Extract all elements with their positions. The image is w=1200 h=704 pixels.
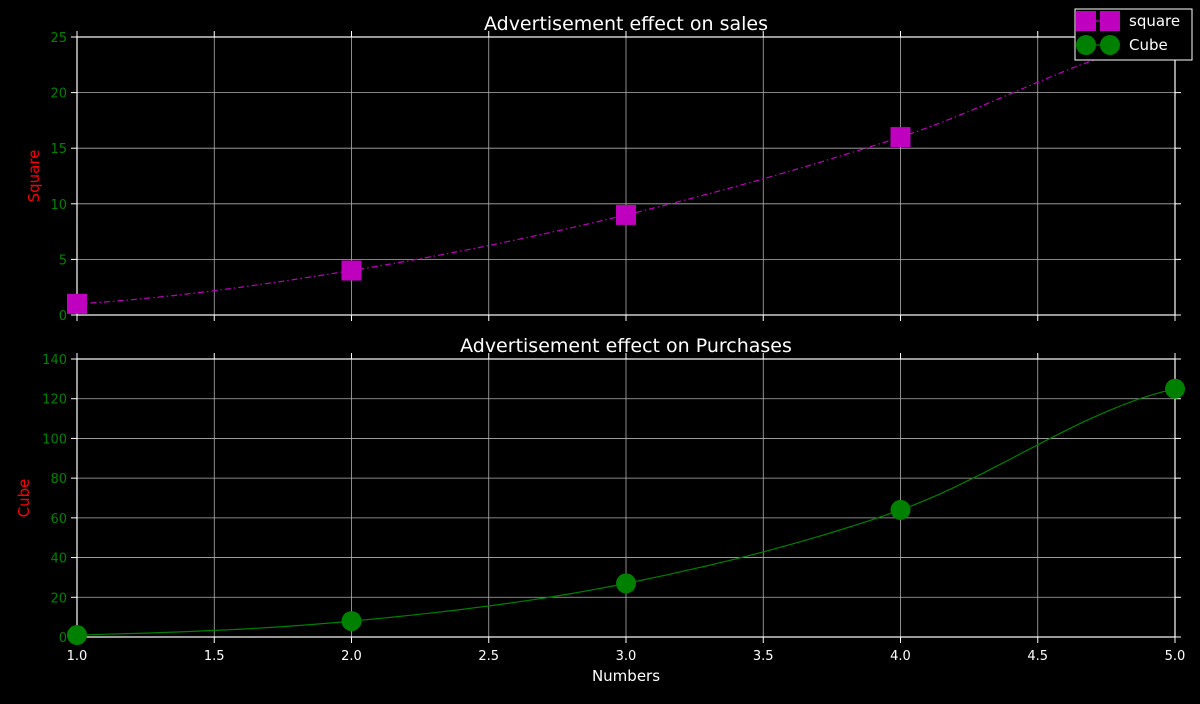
y-tick-label: 0 <box>59 309 67 324</box>
legend-label: square <box>1129 12 1180 30</box>
y-tick-label: 5 <box>59 253 67 268</box>
x-tick-label: 3.5 <box>753 649 774 664</box>
data-point-square <box>341 260 362 281</box>
y-tick-label: 0 <box>59 631 67 646</box>
y-tick-label: 140 <box>42 353 67 368</box>
y-tick-label: 20 <box>50 591 67 606</box>
legend-marker-square <box>1076 11 1096 31</box>
y-tick-label: 60 <box>50 512 67 527</box>
subplot-2: 1.0 1.5 2.0 2.5 3.0 3.5 4.0 4.5 5.0 0 20 40 60 80 100 1… <box>15 335 1185 685</box>
x-tick-label: 2.0 <box>341 649 362 664</box>
legend-handle-cube <box>1076 35 1120 55</box>
y-tick-label: 25 <box>50 31 67 46</box>
subplot-1: 0 5 10 15 20 25 Advertisement effect on sales S… <box>25 13 1185 324</box>
y-tick-label: 120 <box>42 393 67 408</box>
data-point-square <box>890 127 911 148</box>
data-point-circle <box>1165 378 1185 399</box>
y-tick-label: 100 <box>42 432 67 447</box>
legend-label: Cube <box>1129 36 1168 54</box>
legend-marker-square <box>1100 11 1120 31</box>
data-point-square <box>616 204 636 225</box>
y-tick-label: 80 <box>50 472 67 487</box>
legend-marker-circle <box>1100 35 1120 55</box>
legend: square Cube <box>1074 8 1193 61</box>
data-point-circle <box>67 625 87 646</box>
y-tick-label: 15 <box>50 142 67 157</box>
x-tick-label: 4.5 <box>1027 649 1048 664</box>
x-tick-label: 2.5 <box>478 649 499 664</box>
data-point-circle <box>890 499 911 520</box>
x-tick-label: 5.0 <box>1165 649 1186 664</box>
x-tick-label: 1.5 <box>204 649 225 664</box>
data-point-circle <box>616 573 636 594</box>
y-tick-label: 40 <box>50 552 67 567</box>
y-tick-label: 20 <box>50 87 67 102</box>
x-tick-label: 1.0 <box>67 649 88 664</box>
y-axis-label: Square <box>25 150 43 203</box>
legend-marker-circle <box>1076 35 1096 55</box>
chart-title: Advertisement effect on sales <box>484 13 768 35</box>
y-axis-label: Cube <box>15 479 33 518</box>
x-axis-label: Numbers <box>592 667 660 685</box>
y-tick-label: 10 <box>50 198 67 213</box>
data-point-square <box>67 293 87 314</box>
chart-title: Advertisement effect on Purchases <box>460 335 792 357</box>
x-tick-label: 4.0 <box>890 649 911 664</box>
legend-handle-square <box>1076 11 1120 31</box>
data-point-circle <box>341 611 362 632</box>
x-tick-label: 3.0 <box>616 649 637 664</box>
